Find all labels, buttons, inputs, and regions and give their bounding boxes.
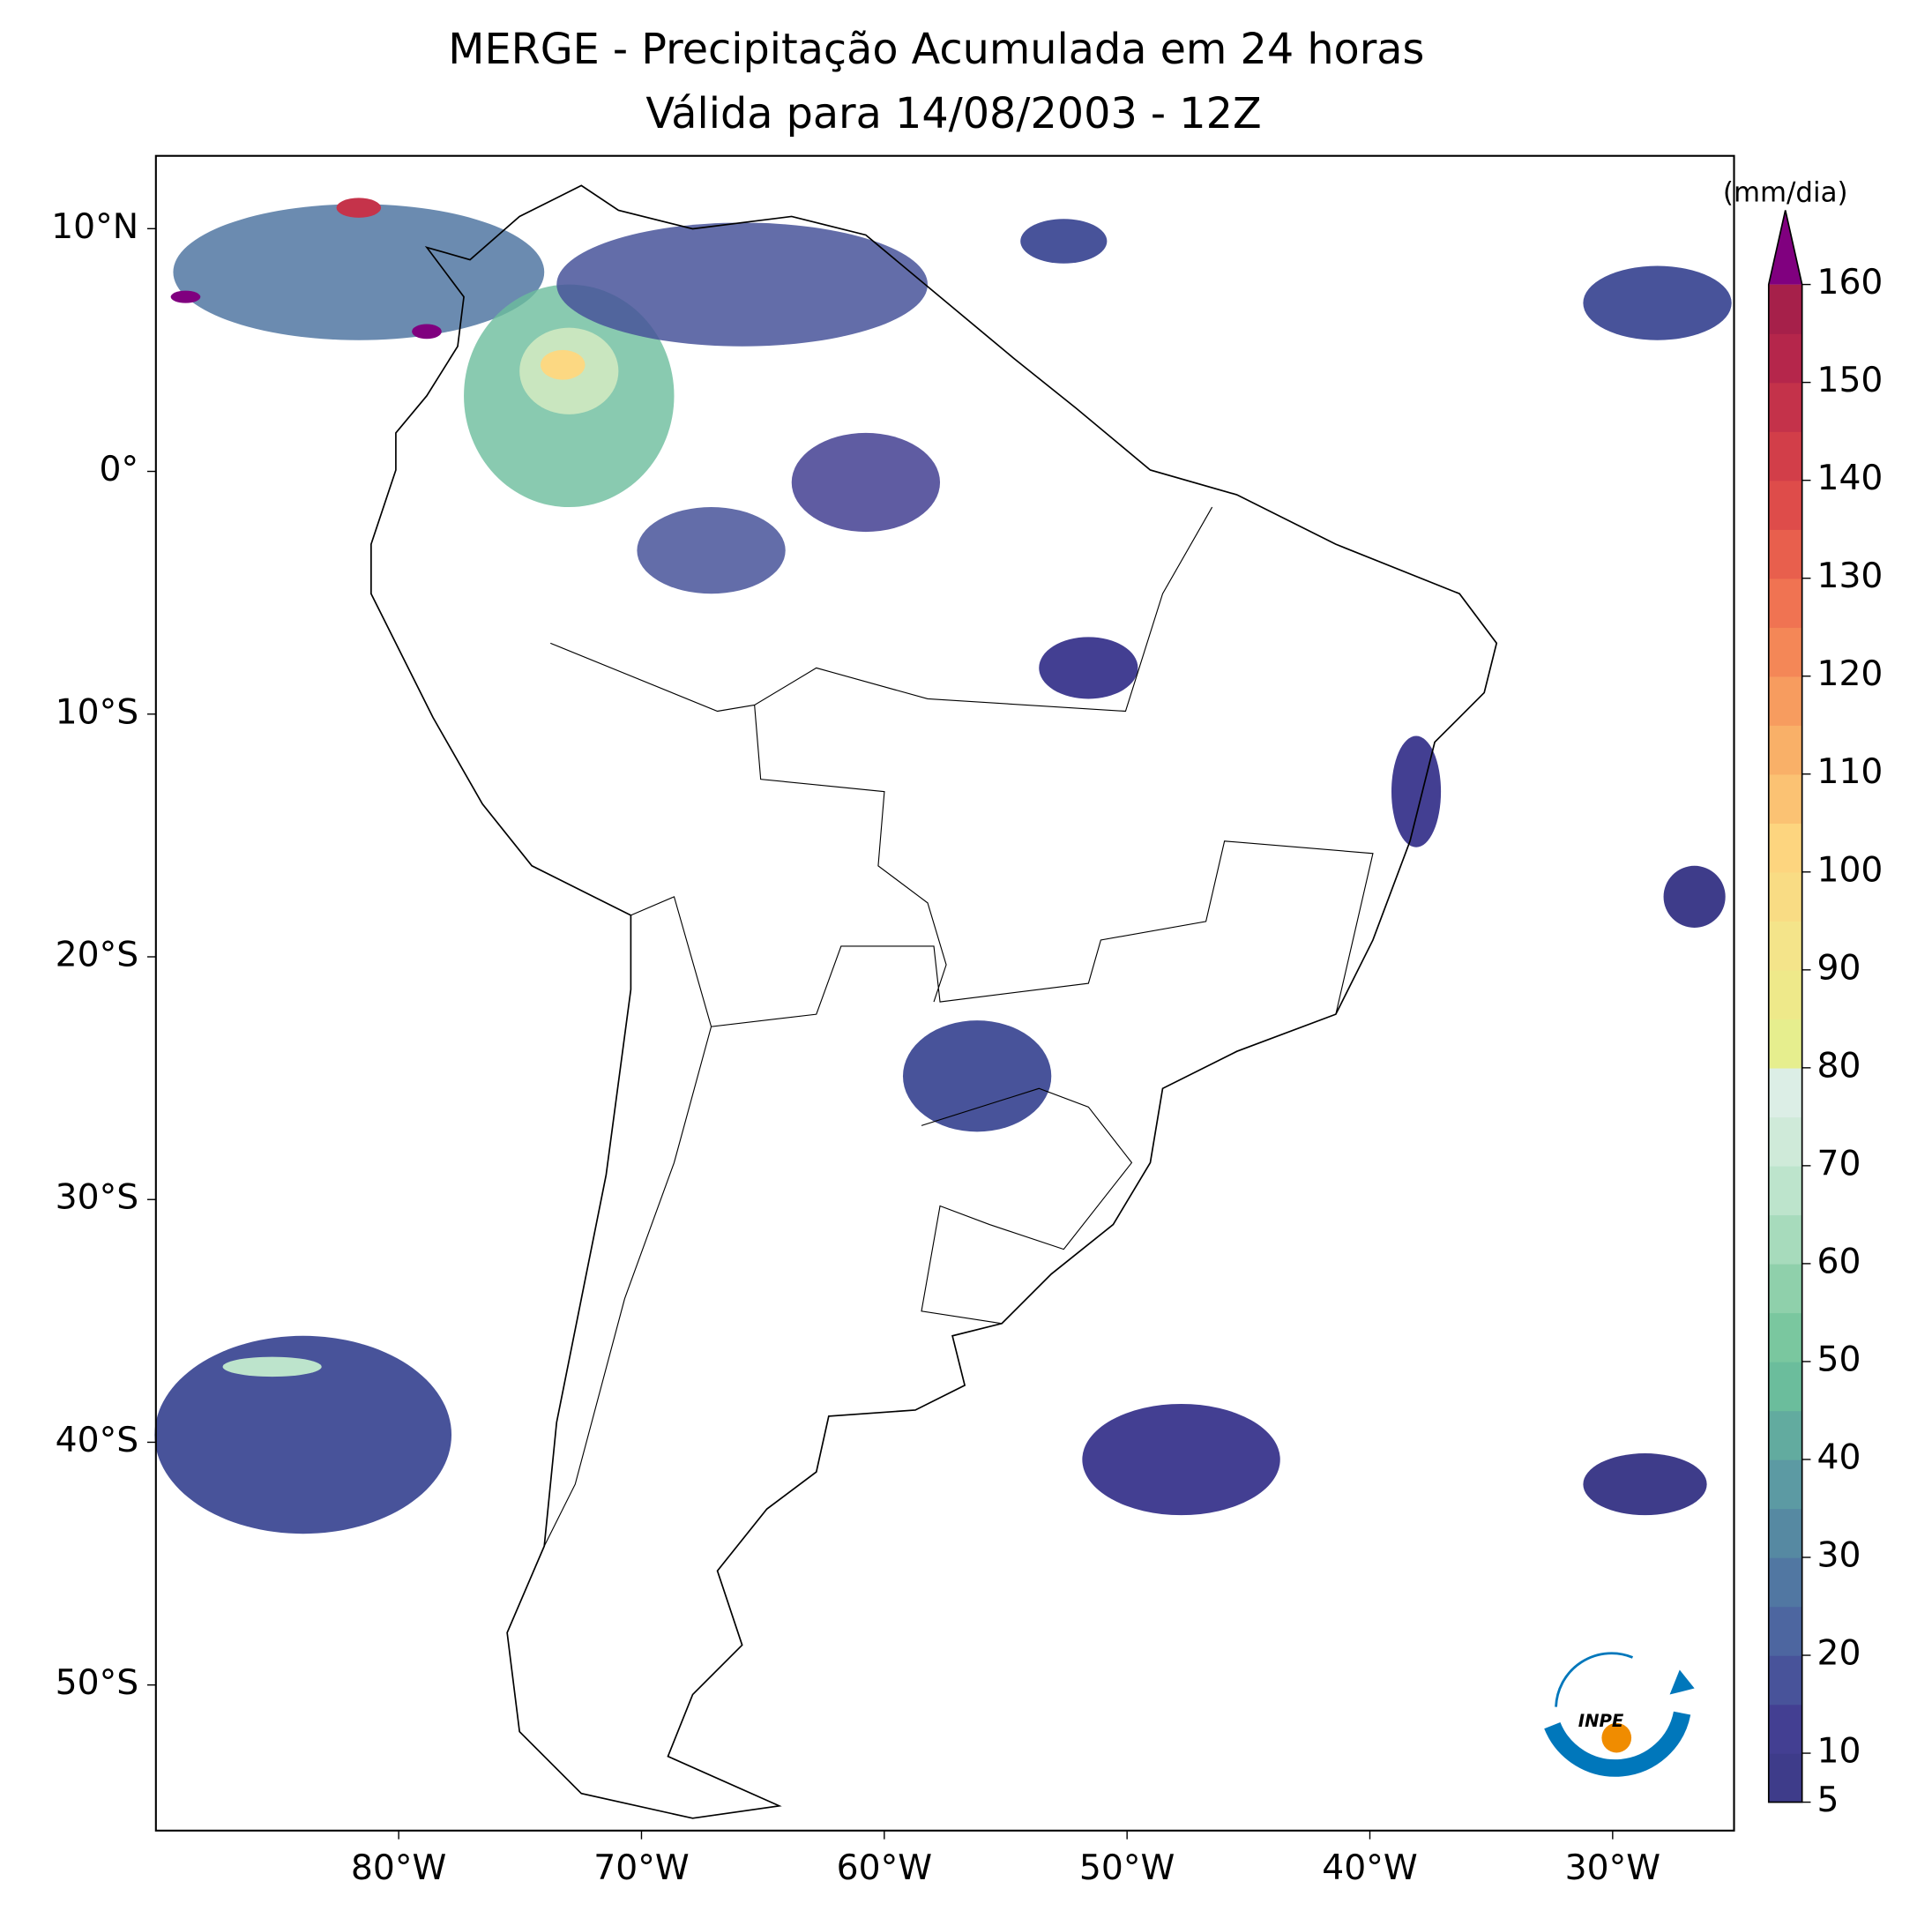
colorbar-band [1768, 969, 1802, 1020]
colorbar-tick-label: 20 [1816, 1634, 1861, 1674]
svg-text:INPE: INPE [1578, 1711, 1624, 1731]
colorbar-band [1768, 773, 1802, 824]
colorbar-band [1768, 333, 1802, 384]
colorbar-band [1768, 480, 1802, 530]
colorbar-tick-label: 90 [1816, 948, 1861, 988]
colorbar-band [1768, 529, 1802, 579]
colorbar-tick-label: 10 [1816, 1732, 1861, 1772]
y-tick-label: 30°S [56, 1178, 139, 1218]
colorbar-band [1768, 627, 1802, 677]
title: MERGE - Precipitação Acumulada em 24 hor… [448, 26, 1424, 74]
colorbar-tick-label: 160 [1816, 263, 1883, 302]
colorbar-band [1768, 1361, 1802, 1412]
colorbar-tick-label: 120 [1816, 654, 1883, 694]
colorbar-tick-label: 130 [1816, 556, 1883, 596]
x-tick-label: 60°W [837, 1848, 932, 1888]
x-tick-label: 80°W [351, 1848, 446, 1888]
colorbar-frame [1767, 210, 1803, 1803]
colorbar-band [1768, 1459, 1802, 1510]
colorbar-band [1768, 1556, 1802, 1608]
colorbar-extend [1768, 210, 1802, 285]
colorbar-band [1768, 578, 1802, 628]
colorbar-band [1768, 823, 1802, 873]
colorbar-band [1768, 1165, 1802, 1216]
colorbar-band [1768, 1263, 1802, 1314]
y-tick-label: 10°S [56, 692, 139, 732]
colorbar-band [1768, 871, 1802, 922]
colorbar-label: (mm/dia) [1723, 177, 1848, 209]
subtitle: Válida para 14/08/2003 - 12Z [645, 90, 1261, 138]
colorbar-band [1768, 725, 1802, 775]
x-tick-label: 30°W [1565, 1848, 1660, 1888]
colorbar-band [1768, 1410, 1802, 1460]
colorbar-tick-label: 60 [1816, 1242, 1861, 1281]
y-tick-label: 0° [100, 450, 139, 489]
colorbar-band [1768, 1312, 1802, 1362]
colorbar-band [1768, 1704, 1802, 1754]
x-tick-label: 50°W [1079, 1848, 1175, 1888]
y-tick-label: 50°S [56, 1663, 139, 1703]
colorbar-band [1768, 1116, 1802, 1167]
inpe-logo: INPE [1544, 1652, 1695, 1777]
colorbar-band [1768, 1019, 1802, 1069]
colorbar-tick-label: 50 [1816, 1340, 1861, 1379]
map-frame [154, 154, 1735, 1832]
colorbar-band [1768, 431, 1802, 481]
colorbar-tick-label: 110 [1816, 752, 1883, 792]
colorbar-tick-label: 70 [1816, 1144, 1861, 1183]
colorbar-band [1768, 284, 1802, 334]
colorbar-band [1768, 1067, 1802, 1118]
colorbar-tick-label: 140 [1816, 459, 1883, 498]
colorbar-tick-label: 40 [1816, 1437, 1861, 1477]
colorbar-band [1768, 676, 1802, 726]
coastline [370, 184, 1498, 1819]
y-tick-label: 40°S [56, 1421, 139, 1460]
x-tick-label: 40°W [1322, 1848, 1417, 1888]
colorbar-band [1768, 921, 1802, 971]
colorbar-band [1768, 1508, 1802, 1558]
precipitation-field [154, 198, 1732, 1534]
colorbar-tick-label: 100 [1816, 850, 1883, 890]
colorbar-band [1768, 1655, 1802, 1706]
y-tick-label: 20°S [56, 935, 139, 974]
colorbar-band [1768, 1214, 1802, 1265]
y-tick-label: 10°N [51, 207, 138, 247]
colorbar-band [1768, 1753, 1802, 1803]
colorbar-tick-label: 80 [1816, 1046, 1861, 1086]
colorbar-tick-label: 5 [1816, 1780, 1839, 1820]
colorbar-tick-label: 30 [1816, 1535, 1861, 1575]
x-tick-label: 70°W [593, 1848, 689, 1888]
colorbar-tick-label: 150 [1816, 361, 1883, 400]
colorbar-band [1768, 382, 1802, 432]
colorbar-band [1768, 1606, 1802, 1656]
